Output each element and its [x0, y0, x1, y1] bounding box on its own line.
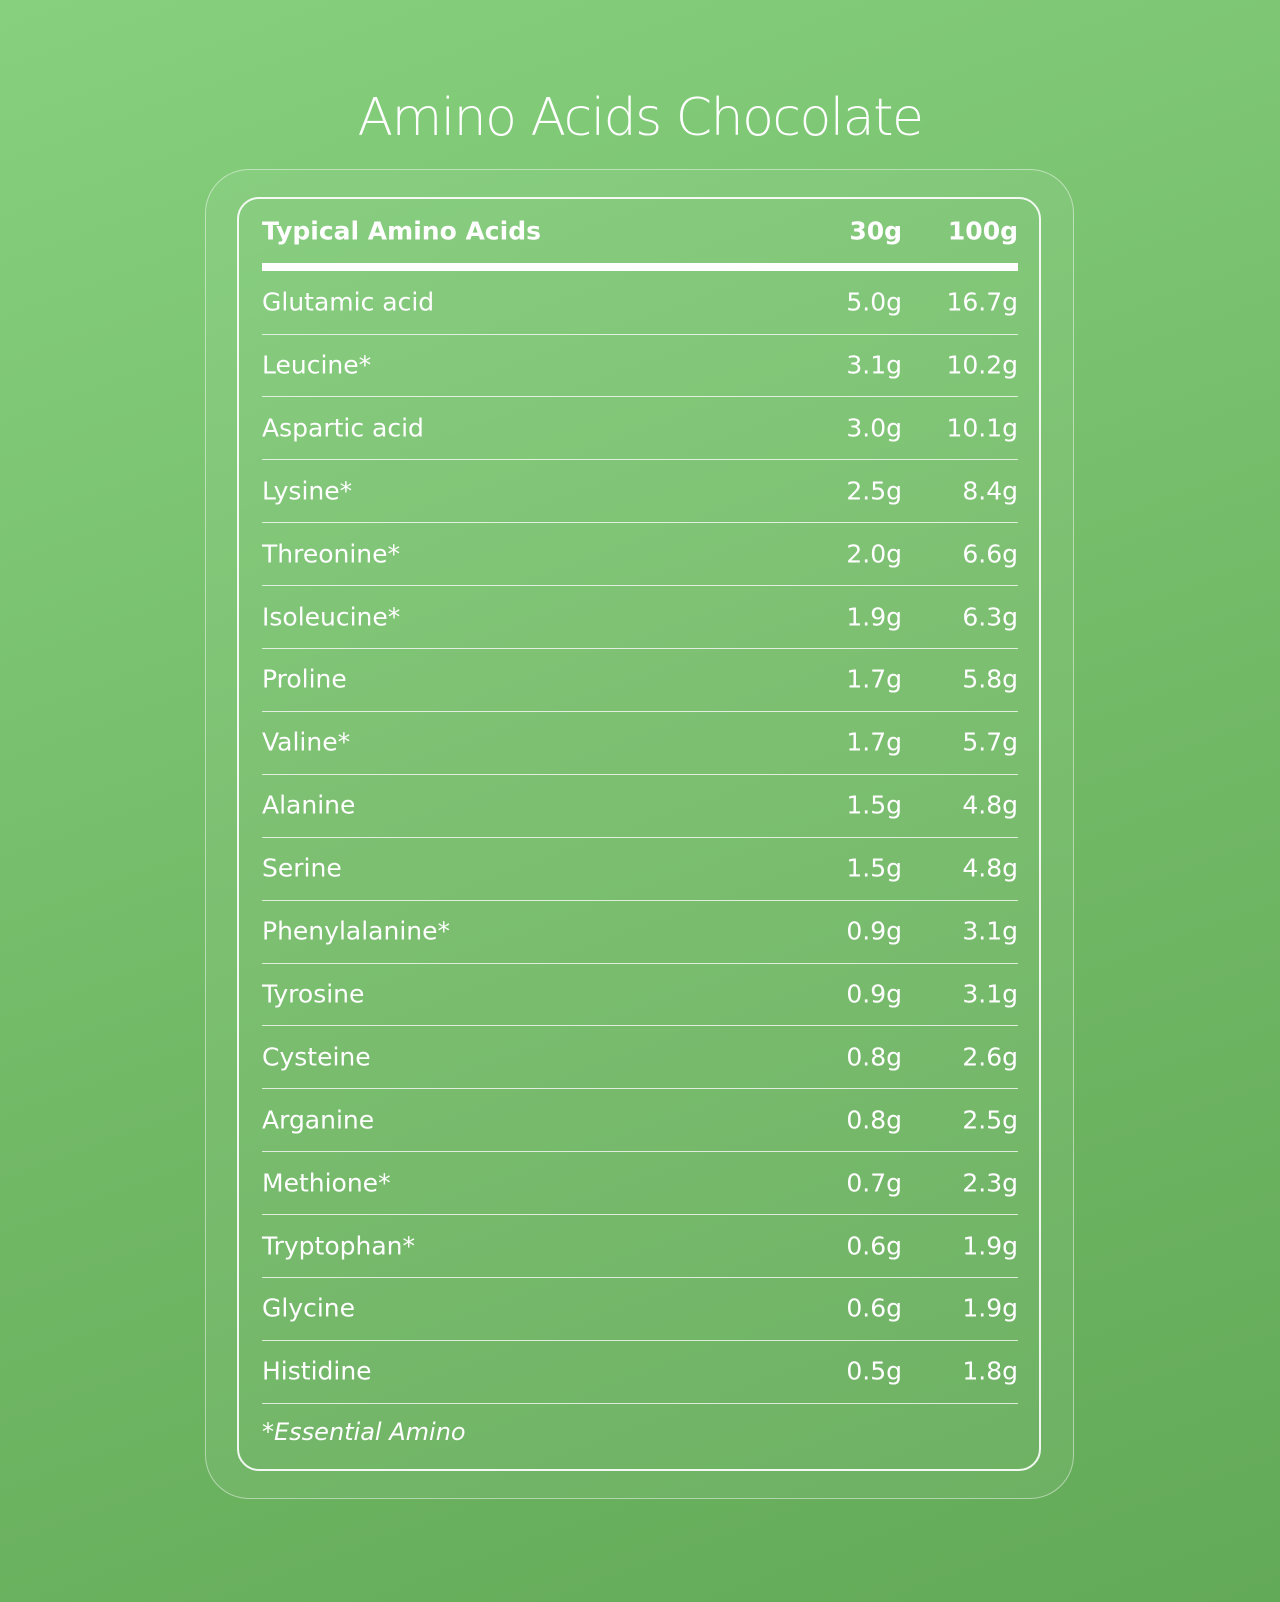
cell-value: 4.8g: [962, 853, 1018, 883]
cell-name: Cysteine: [262, 1042, 371, 1072]
cell-value: 30g: [849, 216, 902, 246]
cell-value: 2.5g: [962, 1105, 1018, 1135]
cell-name: Threonine*: [262, 539, 401, 569]
table-row: Methione* 0.7g 2.3g: [262, 1152, 1018, 1214]
row-divider: [262, 1339, 1018, 1341]
row-divider: [262, 899, 1018, 901]
cell-value: 0.8g: [846, 1042, 902, 1072]
cell-name: Leucine*: [262, 350, 372, 380]
cell-value: 10.2g: [946, 350, 1018, 380]
table-row: Valine* 1.7g 5.7g: [262, 711, 1018, 773]
cell-name: Typical Amino Acids: [262, 216, 541, 246]
cell-value: 3.1g: [846, 350, 902, 380]
cell-value: 6.3g: [962, 602, 1018, 631]
cell-value: 0.7g: [846, 1168, 902, 1198]
cell-value: 0.9g: [846, 979, 902, 1009]
cell-name: Arganine: [262, 1105, 375, 1135]
cell-value: 5.7g: [962, 727, 1018, 757]
cell-name: Isoleucine*: [262, 602, 401, 631]
cell-value: 3.1g: [962, 979, 1018, 1009]
cell-value: 2.5g: [846, 476, 902, 506]
cell-value: 1.9g: [846, 602, 902, 631]
table-row: Leucine* 3.1g 10.2g: [262, 334, 1018, 396]
cell-value: 0.5g: [846, 1356, 902, 1386]
cell-name: Lysine*: [262, 476, 353, 506]
cell-value: 6.6g: [962, 539, 1018, 569]
title: Amino Acids Chocolate: [357, 88, 924, 148]
row-divider: [262, 1025, 1018, 1027]
cell-name: Phenylalanine*: [262, 916, 450, 946]
row-divider: [262, 1402, 1018, 1404]
table-row: Serine 1.5g 4.8g: [262, 837, 1018, 899]
row-divider: [262, 836, 1018, 838]
cell-value: 2.0g: [846, 539, 902, 569]
table-row: Phenylalanine* 0.9g 3.1g: [262, 900, 1018, 962]
table-row: Isoleucine* 1.9g 6.3g: [262, 586, 1018, 648]
row-divider: [262, 396, 1018, 398]
cell-value: 5.8g: [962, 664, 1018, 694]
table-row: Histidine 0.5g 1.8g: [262, 1340, 1018, 1402]
row-divider: [262, 522, 1018, 524]
row-divider: [262, 585, 1018, 587]
row-divider: [262, 1151, 1018, 1153]
cell-value: 2.3g: [962, 1168, 1018, 1198]
cell-name: Histidine: [262, 1356, 372, 1386]
table-row: Tyrosine 0.9g 3.1g: [262, 963, 1018, 1025]
cell-name: Aspartic acid: [262, 413, 424, 443]
cell-value: 0.6g: [846, 1231, 902, 1260]
cell-name: Glutamic acid: [262, 287, 435, 317]
cell-name: Serine: [262, 853, 342, 883]
cell-name: Valine*: [262, 727, 351, 757]
table-row: Glycine 0.6g 1.9g: [262, 1277, 1018, 1339]
row-divider: [262, 710, 1018, 712]
row-divider: [262, 459, 1018, 461]
cell-value: 8.4g: [962, 476, 1018, 506]
row-divider: [262, 1088, 1018, 1090]
cell-value: 0.6g: [846, 1293, 902, 1323]
cell-name: Tyrosine: [262, 979, 365, 1009]
table-row: Glutamic acid 5.0g 16.7g: [262, 271, 1018, 333]
table-row: Tryptophan* 0.6g 1.9g: [262, 1215, 1018, 1277]
cell-value: 4.8g: [962, 790, 1018, 820]
cell-value: 2.6g: [962, 1042, 1018, 1072]
cell-value: 16.7g: [946, 287, 1018, 317]
footnote: *Essential Amino: [262, 1418, 466, 1446]
cell-value: 1.8g: [962, 1356, 1018, 1386]
table-row: Proline 1.7g 5.8g: [262, 648, 1018, 710]
row-divider: [262, 962, 1018, 964]
table-row: Aspartic acid 3.0g 10.1g: [262, 397, 1018, 459]
header-rule: [262, 263, 1018, 271]
cell-value: 1.7g: [846, 664, 902, 694]
header-row: Typical Amino Acids 30g 100g: [262, 200, 1018, 262]
cell-value: 0.8g: [846, 1105, 902, 1135]
table-row: Lysine* 2.5g 8.4g: [262, 460, 1018, 522]
row-divider: [262, 1277, 1018, 1278]
cell-value: 5.0g: [846, 287, 902, 317]
row-divider: [262, 1214, 1018, 1216]
table-row: Arganine 0.8g 2.5g: [262, 1089, 1018, 1151]
cell-value: 0.9g: [846, 916, 902, 946]
cell-value: 1.9g: [962, 1293, 1018, 1323]
cell-name: Proline: [262, 664, 347, 694]
cell-name: Alanine: [262, 790, 356, 820]
cell-value: 1.7g: [846, 727, 902, 757]
cell-value: 3.1g: [962, 916, 1018, 946]
table-box: [237, 197, 1041, 1471]
cell-name: Glycine: [262, 1293, 356, 1323]
cell-value: 1.5g: [846, 853, 902, 883]
cell-value: 100g: [947, 216, 1018, 246]
table-row: Threonine* 2.0g 6.6g: [262, 523, 1018, 585]
table-row: Alanine 1.5g 4.8g: [262, 774, 1018, 836]
cell-name: Methione*: [262, 1168, 391, 1198]
row-divider: [262, 648, 1018, 649]
row-divider: [262, 333, 1018, 335]
cell-value: 1.9g: [962, 1231, 1018, 1260]
cell-value: 3.0g: [846, 413, 902, 443]
cell-value: 10.1g: [946, 413, 1018, 443]
cell-value: 1.5g: [846, 790, 902, 820]
row-divider: [262, 773, 1018, 775]
table-row: Cysteine 0.8g 2.6g: [262, 1026, 1018, 1088]
cell-name: Tryptophan*: [262, 1231, 416, 1260]
